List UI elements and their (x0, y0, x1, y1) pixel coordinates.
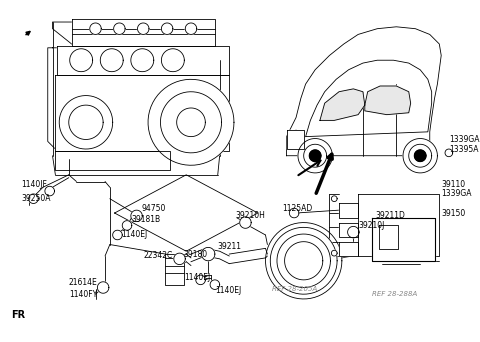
Polygon shape (365, 86, 411, 115)
Polygon shape (100, 49, 123, 72)
Polygon shape (185, 23, 197, 35)
Text: 39110: 39110 (441, 180, 465, 189)
Polygon shape (196, 275, 205, 285)
Polygon shape (165, 254, 184, 285)
Text: 39250A: 39250A (21, 194, 50, 203)
Text: 1140EJ: 1140EJ (121, 229, 147, 238)
Polygon shape (240, 217, 251, 228)
Polygon shape (148, 79, 234, 165)
Polygon shape (265, 223, 342, 299)
Polygon shape (348, 226, 359, 238)
Polygon shape (306, 60, 432, 136)
Polygon shape (403, 139, 437, 173)
Polygon shape (331, 196, 337, 201)
Polygon shape (90, 23, 101, 35)
Polygon shape (409, 144, 432, 167)
Text: 1125AD: 1125AD (282, 204, 312, 213)
Polygon shape (160, 92, 222, 153)
Polygon shape (339, 203, 358, 218)
Polygon shape (131, 49, 154, 72)
Polygon shape (113, 230, 122, 240)
Text: FR: FR (12, 310, 25, 320)
Text: 1140EJ: 1140EJ (215, 286, 241, 295)
Text: REF 28-288A: REF 28-288A (372, 291, 418, 297)
Polygon shape (59, 95, 113, 149)
Polygon shape (331, 250, 337, 256)
Polygon shape (339, 223, 358, 237)
Text: 39211D: 39211D (375, 211, 405, 220)
Polygon shape (70, 49, 93, 72)
Polygon shape (202, 247, 215, 261)
Text: 39210J: 39210J (358, 221, 384, 230)
Polygon shape (97, 282, 109, 293)
Text: 21614E: 21614E (69, 278, 97, 287)
Polygon shape (161, 49, 184, 72)
Polygon shape (114, 23, 125, 35)
Polygon shape (298, 139, 332, 173)
Text: 39180: 39180 (183, 250, 207, 259)
Polygon shape (55, 151, 170, 170)
Polygon shape (445, 149, 453, 157)
Polygon shape (289, 208, 299, 218)
Polygon shape (174, 253, 185, 265)
Text: 94750: 94750 (141, 204, 166, 213)
Text: 39211: 39211 (218, 242, 242, 251)
Text: 39150: 39150 (441, 209, 466, 218)
Polygon shape (287, 27, 441, 156)
Polygon shape (358, 194, 439, 256)
Polygon shape (55, 75, 229, 151)
Polygon shape (210, 280, 220, 289)
Polygon shape (69, 105, 103, 140)
Polygon shape (52, 22, 210, 65)
Text: 22342C: 22342C (143, 251, 172, 261)
Polygon shape (131, 210, 142, 222)
Text: 1140EJ: 1140EJ (184, 273, 211, 281)
Polygon shape (177, 108, 205, 136)
Polygon shape (304, 144, 326, 167)
Polygon shape (72, 19, 215, 46)
Polygon shape (379, 225, 398, 249)
Text: 1339GA: 1339GA (449, 135, 480, 144)
Text: 39181B: 39181B (132, 215, 161, 224)
Polygon shape (270, 227, 337, 294)
Polygon shape (285, 242, 323, 280)
Text: 1140JF: 1140JF (21, 180, 47, 189)
Text: 1339GA: 1339GA (441, 189, 472, 198)
Polygon shape (115, 175, 258, 251)
Text: REF 28-205A: REF 28-205A (272, 286, 317, 292)
Text: 39210H: 39210H (235, 211, 265, 220)
Polygon shape (339, 242, 358, 256)
Polygon shape (372, 218, 434, 261)
Polygon shape (310, 150, 321, 161)
Text: 1140FY: 1140FY (69, 290, 97, 299)
Text: 13395A: 13395A (449, 145, 479, 154)
Polygon shape (277, 234, 330, 288)
Polygon shape (48, 48, 220, 156)
Polygon shape (29, 194, 38, 203)
Polygon shape (57, 46, 229, 75)
Polygon shape (45, 186, 54, 196)
Polygon shape (320, 89, 365, 120)
Polygon shape (122, 221, 132, 230)
Polygon shape (138, 23, 149, 35)
Polygon shape (287, 130, 304, 149)
Polygon shape (414, 150, 426, 161)
Polygon shape (161, 23, 173, 35)
